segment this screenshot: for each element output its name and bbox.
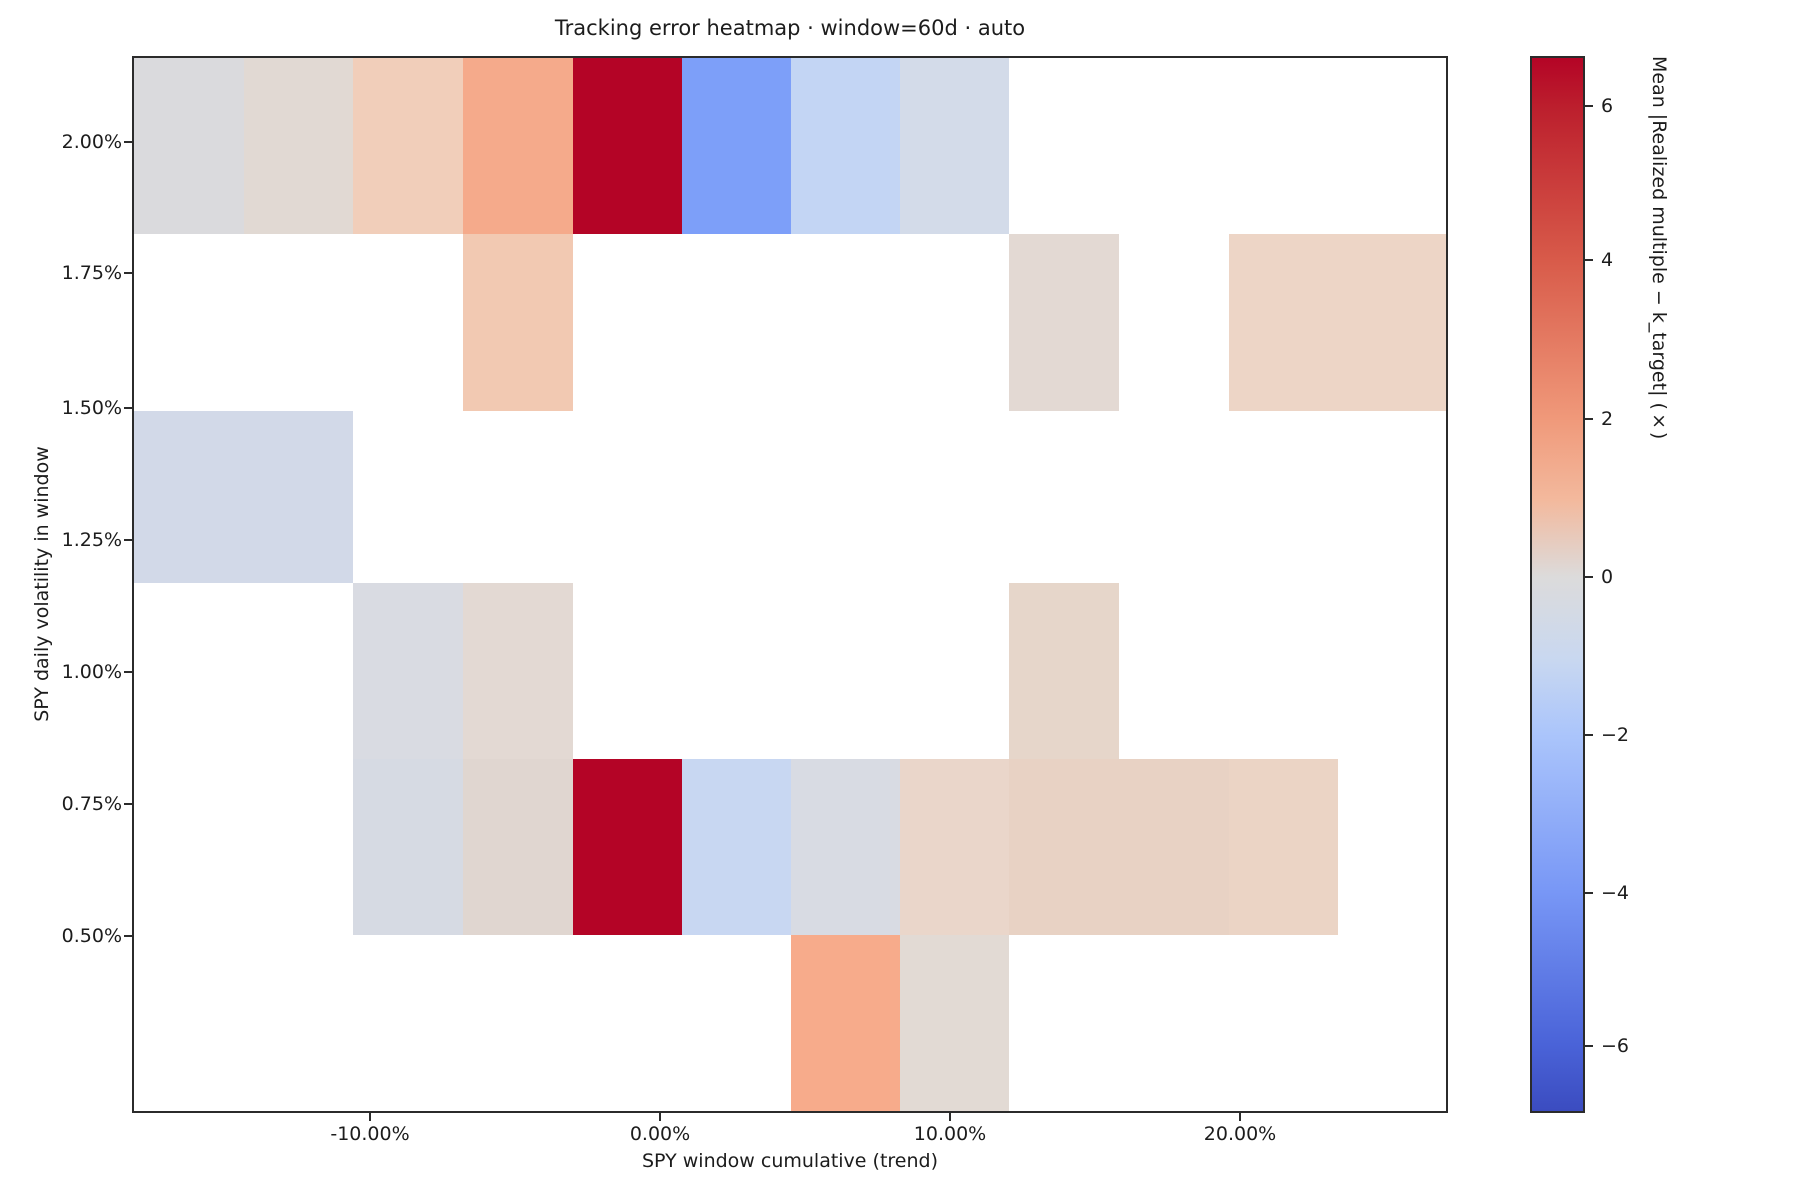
x-tick-mark	[1239, 1113, 1241, 1121]
colorbar-tick-label: −2	[1601, 724, 1630, 746]
x-axis-label: SPY window cumulative (trend)	[642, 1150, 938, 1172]
x-tick-mark	[949, 1113, 951, 1121]
y-tick-label: 2.00%	[61, 131, 122, 153]
colorbar	[1530, 56, 1585, 1113]
colorbar-tick-label: 6	[1601, 95, 1614, 117]
heatmap-cell	[134, 58, 244, 235]
y-tick-mark	[124, 407, 132, 409]
x-tick-mark	[659, 1113, 661, 1121]
heatmap-cell	[462, 759, 573, 935]
colorbar-tick-mark	[1585, 734, 1593, 736]
y-tick-mark	[124, 935, 132, 937]
y-tick-label: 0.50%	[61, 925, 122, 947]
y-tick-label: 1.25%	[61, 529, 122, 551]
x-tick-label: 0.00%	[629, 1123, 691, 1145]
heatmap-cell	[243, 410, 354, 583]
colorbar-tick-mark	[1585, 418, 1593, 420]
heatmap-cell	[353, 58, 463, 235]
heatmap-cell	[353, 583, 463, 760]
x-tick-label: 10.00%	[913, 1123, 987, 1145]
colorbar-tick-label: 2	[1601, 408, 1614, 430]
heatmap-cell	[1228, 759, 1339, 935]
heatmap-cell	[462, 58, 573, 235]
colorbar-tick-label: 4	[1601, 249, 1614, 271]
y-tick-mark	[124, 539, 132, 541]
heatmap-cell	[1009, 759, 1119, 935]
heatmap-cell	[1338, 234, 1446, 411]
colorbar-tick-mark	[1585, 1045, 1593, 1047]
y-tick-label: 0.75%	[61, 793, 122, 815]
y-tick-mark	[124, 141, 132, 143]
colorbar-tick-mark	[1585, 892, 1593, 894]
y-tick-mark	[124, 272, 132, 274]
heatmap-cell	[353, 759, 463, 935]
heatmap-cell	[134, 410, 244, 583]
heatmap-cell	[462, 583, 573, 760]
colorbar-tick-mark	[1585, 259, 1593, 261]
heatmap-cell	[899, 934, 1010, 1111]
heatmap-plot-area	[132, 56, 1448, 1113]
heatmap-cell	[1009, 234, 1119, 411]
y-tick-mark	[124, 671, 132, 673]
heatmap-cell	[899, 58, 1010, 235]
heatmap-cell	[1118, 759, 1229, 935]
heatmap-cell	[790, 934, 900, 1111]
y-tick-label: 1.75%	[61, 262, 122, 284]
y-tick-label: 1.50%	[61, 397, 122, 419]
colorbar-label: Mean |Realized multiple − k_target| (×)	[1648, 56, 1670, 440]
heatmap-cell	[790, 759, 900, 935]
heatmap-cell	[572, 759, 683, 935]
heatmap-cell	[462, 234, 573, 411]
colorbar-tick-mark	[1585, 576, 1593, 578]
colorbar-tick-label: −6	[1601, 1035, 1630, 1057]
colorbar-tick-mark	[1585, 105, 1593, 107]
heatmap-cell	[1009, 583, 1119, 760]
y-tick-mark	[124, 803, 132, 805]
x-tick-mark	[369, 1113, 371, 1121]
x-tick-label: -10.00%	[330, 1123, 410, 1145]
colorbar-tick-label: −4	[1601, 882, 1630, 904]
heatmap-cell	[243, 58, 354, 235]
colorbar-tick-label: 0	[1601, 566, 1614, 588]
heatmap-cell	[682, 759, 791, 935]
chart-title: Tracking error heatmap · window=60d · au…	[554, 16, 1026, 40]
heatmap-cell	[572, 58, 683, 235]
y-tick-label: 1.00%	[61, 661, 122, 683]
x-tick-label: 20.00%	[1203, 1123, 1277, 1145]
heatmap-cell	[1228, 234, 1339, 411]
heatmap-cell	[790, 58, 900, 235]
heatmap-cell	[899, 759, 1010, 935]
heatmap-cell	[682, 58, 791, 235]
